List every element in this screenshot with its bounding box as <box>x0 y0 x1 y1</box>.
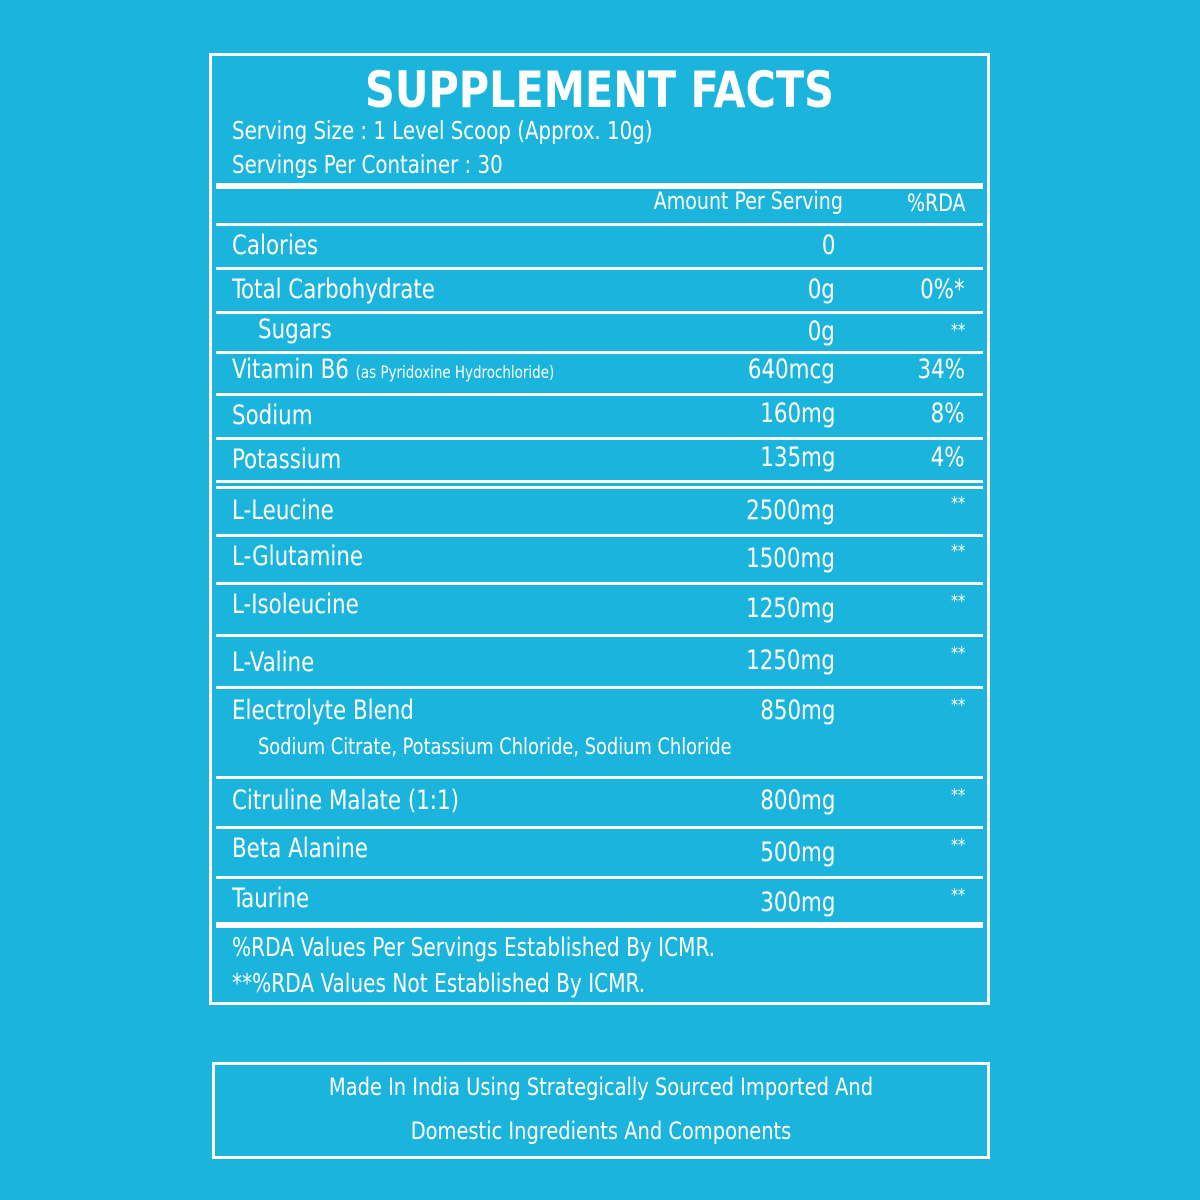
made-in-line-2: Domestic Ingredients And Components <box>410 1117 792 1145</box>
nutrient-amount: 0g <box>807 316 835 347</box>
nutrient-name: L-Valine <box>232 647 315 678</box>
nutrient-name: Calories <box>232 230 319 261</box>
table-row: Total Carbohydrate 0g 0%* <box>216 267 983 311</box>
nutrient-rda: ** <box>950 541 965 562</box>
table-row: L-Isoleucine 1250mg ** <box>216 582 983 634</box>
table-row: Electrolyte Blend 850mg ** Sodium Citrat… <box>216 686 983 776</box>
facts-table: Amount Per Serving %RDA Calories 0 Total… <box>216 183 983 999</box>
nutrient-note: (as Pyridoxine Hydrochloride) <box>355 363 555 383</box>
nutrient-rda: ** <box>950 695 965 716</box>
nutrient-amount: 0g <box>807 274 835 305</box>
made-in-india-box: Made In India Using Strategically Source… <box>212 1062 990 1159</box>
nutrient-amount: 1250mg <box>746 645 835 676</box>
table-row: Beta Alanine 500mg ** <box>216 826 983 876</box>
nutrient-name: Taurine <box>232 883 310 914</box>
header-amount: Amount Per Serving <box>653 187 843 215</box>
table-header-row: Amount Per Serving %RDA <box>216 187 983 223</box>
made-in-line-1: Made In India Using Strategically Source… <box>328 1073 874 1101</box>
nutrient-rda: 8% <box>931 398 965 429</box>
nutrient-amount: 0 <box>821 230 835 261</box>
footnote-rda-not-established: **%RDA Values Not Established By ICMR. <box>232 969 646 999</box>
table-row: Potassium 135mg 4% <box>216 437 983 483</box>
header-rda: %RDA <box>906 189 965 217</box>
supplement-facts-panel: SUPPLEMENT FACTS Serving Size : 1 Level … <box>209 53 990 1005</box>
nutrient-rda: ** <box>950 835 965 856</box>
blend-ingredients: Sodium Citrate, Potassium Chloride, Sodi… <box>258 735 732 760</box>
nutrient-name: Vitamin B6 (as Pyridoxine Hydrochloride) <box>232 354 554 385</box>
nutrient-name: Citruline Malate (1:1) <box>232 785 459 816</box>
table-row: L-Glutamine 1500mg ** <box>216 534 983 582</box>
nutrient-rda: ** <box>950 591 965 612</box>
footnote-rda-established: %RDA Values Per Servings Established By … <box>232 933 716 963</box>
nutrient-name: L-Leucine <box>232 495 334 526</box>
table-row: L-Valine 1250mg ** <box>216 634 983 686</box>
nutrient-rda: ** <box>950 493 965 514</box>
table-row: Calories 0 <box>216 223 983 267</box>
nutrient-name: Total Carbohydrate <box>232 274 435 305</box>
table-row: Taurine 300mg ** <box>216 876 983 928</box>
table-row: Sodium 160mg 8% <box>216 393 983 437</box>
nutrient-rda: 4% <box>931 442 965 473</box>
nutrient-name: Sugars <box>258 314 332 345</box>
nutrient-amount: 2500mg <box>746 495 835 526</box>
nutrient-rda: ** <box>950 785 965 806</box>
nutrient-rda: ** <box>950 885 965 906</box>
panel-title: SUPPLEMENT FACTS <box>365 61 834 119</box>
nutrient-rda: 0%* <box>920 274 965 305</box>
table-row: Sugars 0g ** <box>216 311 983 351</box>
nutrient-amount: 640mcg <box>748 354 835 385</box>
nutrient-name: L-Glutamine <box>232 541 364 572</box>
table-row: Vitamin B6 (as Pyridoxine Hydrochloride)… <box>216 351 983 393</box>
nutrient-name: Potassium <box>232 444 342 475</box>
nutrient-amount: 135mg <box>759 442 835 473</box>
nutrient-amount: 500mg <box>759 837 835 868</box>
nutrient-name: Electrolyte Blend <box>232 695 414 726</box>
nutrient-amount: 1500mg <box>746 543 835 574</box>
nutrient-rda: ** <box>950 320 965 341</box>
nutrient-amount: 160mg <box>759 398 835 429</box>
nutrient-name-text: Vitamin B6 <box>232 354 349 385</box>
nutrient-rda: ** <box>950 643 965 664</box>
table-row: Citruline Malate (1:1) 800mg ** <box>216 776 983 826</box>
table-row: L-Leucine 2500mg ** <box>216 486 983 534</box>
nutrient-name: Beta Alanine <box>232 833 368 864</box>
nutrient-name: L-Isoleucine <box>232 589 359 620</box>
nutrient-amount: 1250mg <box>746 593 835 624</box>
nutrient-name: Sodium <box>232 400 313 431</box>
servings-per-container: Servings Per Container : 30 <box>232 150 503 179</box>
nutrient-amount: 850mg <box>759 695 835 726</box>
nutrient-amount: 800mg <box>759 785 835 816</box>
nutrient-amount: 300mg <box>759 887 835 918</box>
nutrient-rda: 34% <box>917 354 965 385</box>
serving-size: Serving Size : 1 Level Scoop (Approx. 10… <box>232 116 653 145</box>
